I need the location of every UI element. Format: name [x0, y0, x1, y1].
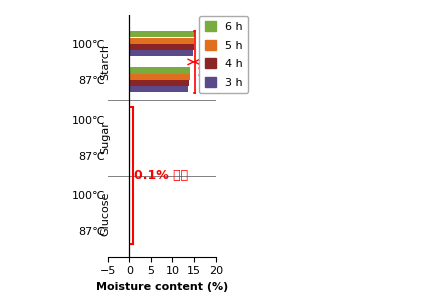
Text: Sugar: Sugar: [101, 121, 111, 154]
Legend: 6 h, 5 h, 4 h, 3 h: 6 h, 5 h, 4 h, 3 h: [199, 16, 248, 93]
Bar: [129, 74, 190, 80]
Text: 1%: 1%: [196, 66, 217, 79]
Bar: [129, 44, 194, 50]
X-axis label: Moisture content (%): Moisture content (%): [95, 282, 228, 292]
Bar: [129, 50, 193, 56]
Text: 0.1% 이하: 0.1% 이하: [134, 169, 188, 182]
Bar: [129, 68, 190, 74]
Text: Glucose: Glucose: [101, 191, 111, 235]
Bar: [129, 86, 188, 92]
Bar: [129, 38, 194, 44]
Bar: [129, 80, 189, 86]
Text: Starch: Starch: [101, 44, 111, 80]
Bar: [129, 31, 195, 37]
